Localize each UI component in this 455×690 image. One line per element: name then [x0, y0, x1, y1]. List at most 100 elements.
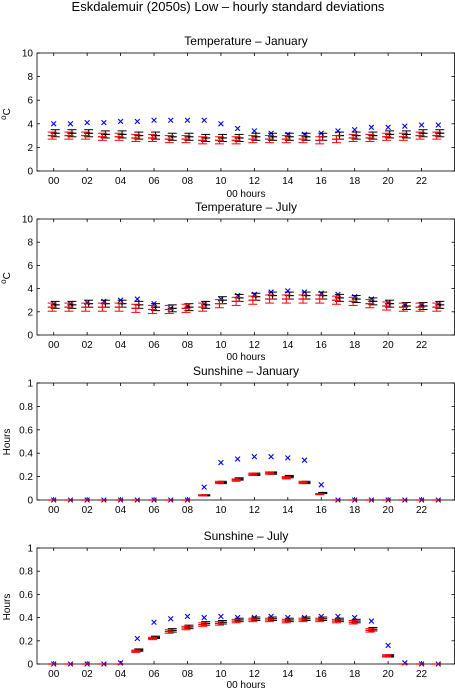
- y-axis-label-main: C: [2, 108, 13, 115]
- y-tick-label: 0: [27, 331, 33, 342]
- x-tick-label: 04: [115, 505, 127, 516]
- data-point-red: [198, 495, 207, 496]
- y-tick-label: 4: [27, 119, 33, 130]
- data-point-cross: [402, 124, 407, 129]
- x-tick-label: 10: [215, 505, 227, 516]
- data-point-cross: [302, 458, 307, 463]
- axes-frame: [37, 53, 455, 171]
- axes-frame: [37, 219, 455, 335]
- x-tick-label: 12: [249, 340, 261, 351]
- x-tick-label: 02: [82, 669, 94, 680]
- data-point-cross: [369, 125, 374, 130]
- x-tick-label: 16: [316, 669, 328, 680]
- data-point-cross: [235, 457, 240, 462]
- x-tick-label: 16: [316, 176, 328, 187]
- y-tick-label: 4: [27, 284, 33, 295]
- data-point-red: [148, 637, 157, 639]
- data-point-red: [315, 494, 324, 495]
- data-point-cross: [419, 123, 424, 128]
- x-tick-label: 20: [383, 505, 395, 516]
- x-tick-label: 04: [115, 669, 127, 680]
- data-point-cross: [135, 636, 140, 641]
- x-tick-label: 18: [349, 669, 361, 680]
- data-point-cross: [252, 128, 257, 133]
- x-tick-label: 14: [282, 340, 294, 351]
- x-tick-label: 10: [215, 176, 227, 187]
- data-point-cross: [152, 118, 157, 123]
- x-axis-label: 00 hours: [227, 352, 266, 363]
- panel-title: Sunshine – July: [204, 529, 289, 543]
- x-tick-label: 20: [383, 669, 395, 680]
- x-tick-label: 16: [316, 505, 328, 516]
- data-point-cross: [219, 121, 224, 126]
- panel-temperature-july: Temperature – July 00 02 04 06 08 10 12 14 16 18 2…: [0, 200, 455, 363]
- y-tick-label: 10: [22, 49, 34, 60]
- y-tick-label: 2: [27, 307, 33, 318]
- axes-frame: [37, 548, 455, 664]
- y-tick-label: 8: [27, 238, 33, 249]
- y-axis-label: Hours: [2, 429, 13, 456]
- x-tick-label: 06: [148, 669, 160, 680]
- x-axis-label: 00 hours: [227, 189, 266, 200]
- data-point-cross: [152, 620, 157, 625]
- data-point-cross: [386, 643, 391, 648]
- panel-sunshine-july: Sunshine – July 00 02 04 06 08 10 12 14 16 18 20 22…: [2, 529, 455, 690]
- x-tick-label: 02: [82, 340, 94, 351]
- data-point-cross: [436, 123, 441, 128]
- data-point-red: [282, 477, 291, 479]
- x-tick-label: 12: [249, 669, 261, 680]
- y-tick-label: 0.8: [19, 402, 33, 413]
- data-point-cross: [202, 615, 207, 620]
- panel-title: Sunshine – January: [193, 364, 299, 378]
- x-tick-label: 00: [48, 176, 60, 187]
- y-tick-label: 1: [27, 379, 33, 390]
- data-point-cross: [85, 120, 90, 125]
- data-point-cross: [352, 127, 357, 132]
- y-tick-label: 0: [27, 496, 33, 507]
- y-tick-label: 1: [27, 544, 33, 555]
- x-tick-label: 18: [349, 340, 361, 351]
- data-point-cross: [235, 126, 240, 131]
- y-tick-label: 0: [27, 660, 33, 671]
- y-tick-label: 0.4: [19, 449, 33, 460]
- data-point-red: [131, 650, 140, 652]
- data-point-cross: [185, 118, 190, 123]
- data-point-red: [215, 481, 224, 483]
- x-tick-label: 22: [416, 340, 428, 351]
- x-tick-label: 04: [115, 340, 127, 351]
- x-tick-label: 08: [182, 505, 194, 516]
- x-tick-label: 20: [383, 176, 395, 187]
- axes-frame: [37, 383, 455, 500]
- y-axis-label: oC: [0, 272, 13, 284]
- x-tick-label: 02: [82, 505, 94, 516]
- data-point-cross: [185, 614, 190, 619]
- data-point-cross: [202, 485, 207, 490]
- x-tick-label: 20: [383, 340, 395, 351]
- x-tick-label: 08: [182, 176, 194, 187]
- x-tick-label: 12: [249, 505, 261, 516]
- data-point-cross: [369, 619, 374, 624]
- x-tick-label: 10: [215, 669, 227, 680]
- y-axis-label-main: C: [2, 272, 13, 279]
- data-point-cross: [202, 118, 207, 123]
- y-tick-label: 6: [27, 261, 33, 272]
- x-tick-label: 12: [249, 176, 261, 187]
- x-tick-label: 04: [115, 176, 127, 187]
- data-point-cross: [252, 454, 257, 459]
- data-point-cross: [219, 614, 224, 619]
- x-tick-label: 22: [416, 669, 428, 680]
- y-tick-label: 0: [27, 167, 33, 178]
- y-tick-label: 0.6: [19, 425, 33, 436]
- data-point-cross: [269, 454, 274, 459]
- x-tick-label: 00: [48, 669, 60, 680]
- y-tick-label: 8: [27, 72, 33, 83]
- data-point-cross: [319, 482, 324, 487]
- x-tick-label: 00: [48, 340, 60, 351]
- plot-area: 00 02 04 06 08 10 12 14 16 18 20 220246810: [22, 49, 455, 188]
- data-point-red: [248, 473, 257, 475]
- x-tick-label: 16: [316, 340, 328, 351]
- y-tick-label: 6: [27, 96, 33, 107]
- data-point-red: [265, 472, 274, 474]
- x-tick-label: 18: [349, 176, 361, 187]
- data-point-cross: [118, 119, 123, 124]
